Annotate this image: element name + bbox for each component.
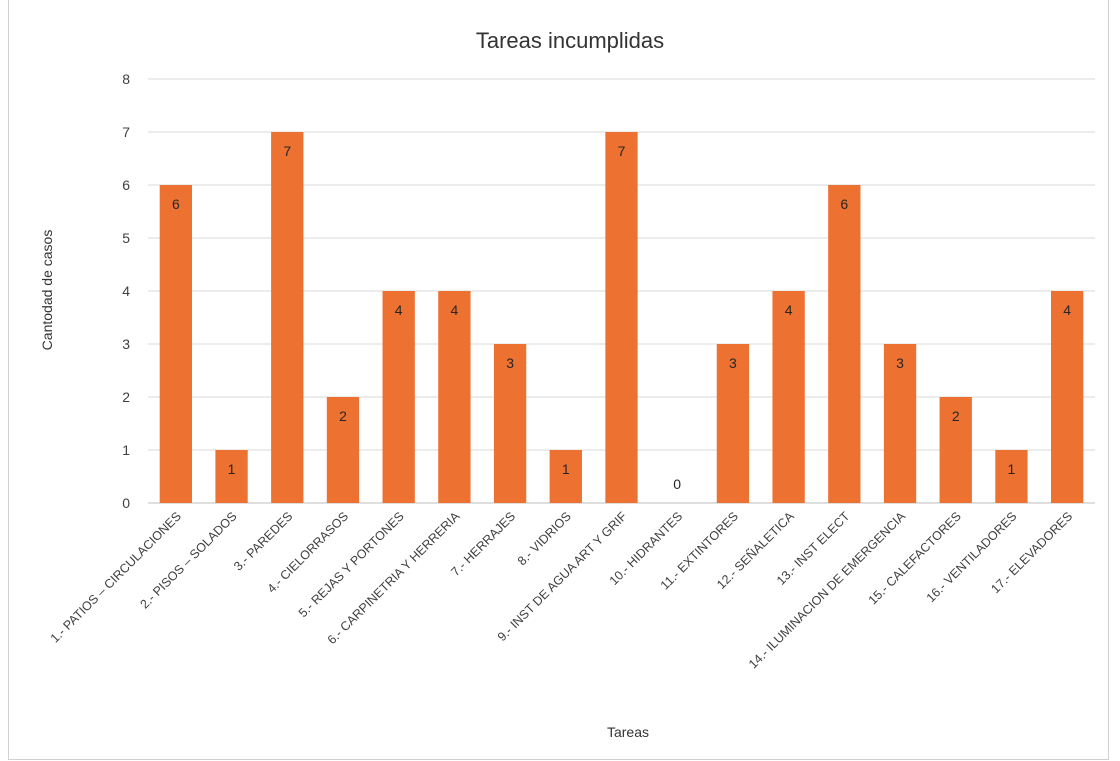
y-tick-label: 7 (122, 124, 130, 140)
y-tick-labels: 0 1 2 3 4 5 6 7 8 (122, 71, 130, 511)
data-label: 4 (785, 302, 793, 318)
bar (883, 344, 917, 503)
x-tick-label: 5.- REJAS Y PORTONES (296, 509, 407, 620)
x-tick-label: 2.- PISOS – SOLADOS (137, 509, 239, 611)
data-label: 1 (228, 461, 236, 477)
y-tick-label: 4 (122, 283, 130, 299)
y-tick-label: 8 (122, 71, 130, 87)
x-tick-label: 8.- VIDRIOS (515, 509, 574, 568)
bar (271, 132, 304, 503)
data-label: 6 (172, 196, 180, 212)
x-tick-label: 15.- CALEFACTORES (866, 509, 964, 607)
bar (382, 291, 415, 503)
data-label: 4 (395, 302, 403, 318)
y-tick-label: 3 (122, 336, 130, 352)
data-label: 4 (1063, 302, 1071, 318)
data-label: 3 (896, 355, 904, 371)
data-label: 4 (450, 302, 458, 318)
y-tick-label: 0 (122, 495, 130, 511)
bar (939, 397, 972, 503)
bar (549, 450, 582, 503)
bars (159, 132, 1084, 503)
data-labels: 6 1 7 2 4 4 3 1 7 0 3 4 6 3 2 1 4 (172, 143, 1071, 492)
data-label: 7 (618, 143, 626, 159)
y-tick-label: 1 (122, 442, 130, 458)
data-label: 3 (729, 355, 737, 371)
bar (716, 344, 750, 503)
bar (828, 185, 861, 503)
bar (995, 450, 1028, 503)
data-label: 3 (506, 355, 514, 371)
bar (772, 291, 805, 503)
bar (1050, 291, 1084, 503)
data-label: 1 (1008, 461, 1016, 477)
data-label: 0 (673, 476, 681, 492)
x-tick-label: 16.- VENTILADORES (924, 509, 1020, 605)
data-label: 2 (952, 408, 960, 424)
bar (215, 450, 248, 503)
data-label: 1 (562, 461, 570, 477)
chart-title: Tareas incumplidas (476, 28, 664, 53)
data-label: 6 (840, 196, 848, 212)
y-tick-label: 2 (122, 389, 130, 405)
y-axis-label: Cantodad de casos (39, 230, 55, 351)
data-label: 7 (283, 143, 291, 159)
x-axis-label: Tareas (607, 724, 649, 740)
bar (326, 397, 360, 503)
bar (438, 291, 471, 503)
y-tick-label: 6 (122, 177, 130, 193)
bar (605, 132, 638, 503)
bar (159, 185, 193, 503)
y-tick-label: 5 (122, 230, 130, 246)
data-label: 2 (339, 408, 347, 424)
bar (493, 344, 527, 503)
